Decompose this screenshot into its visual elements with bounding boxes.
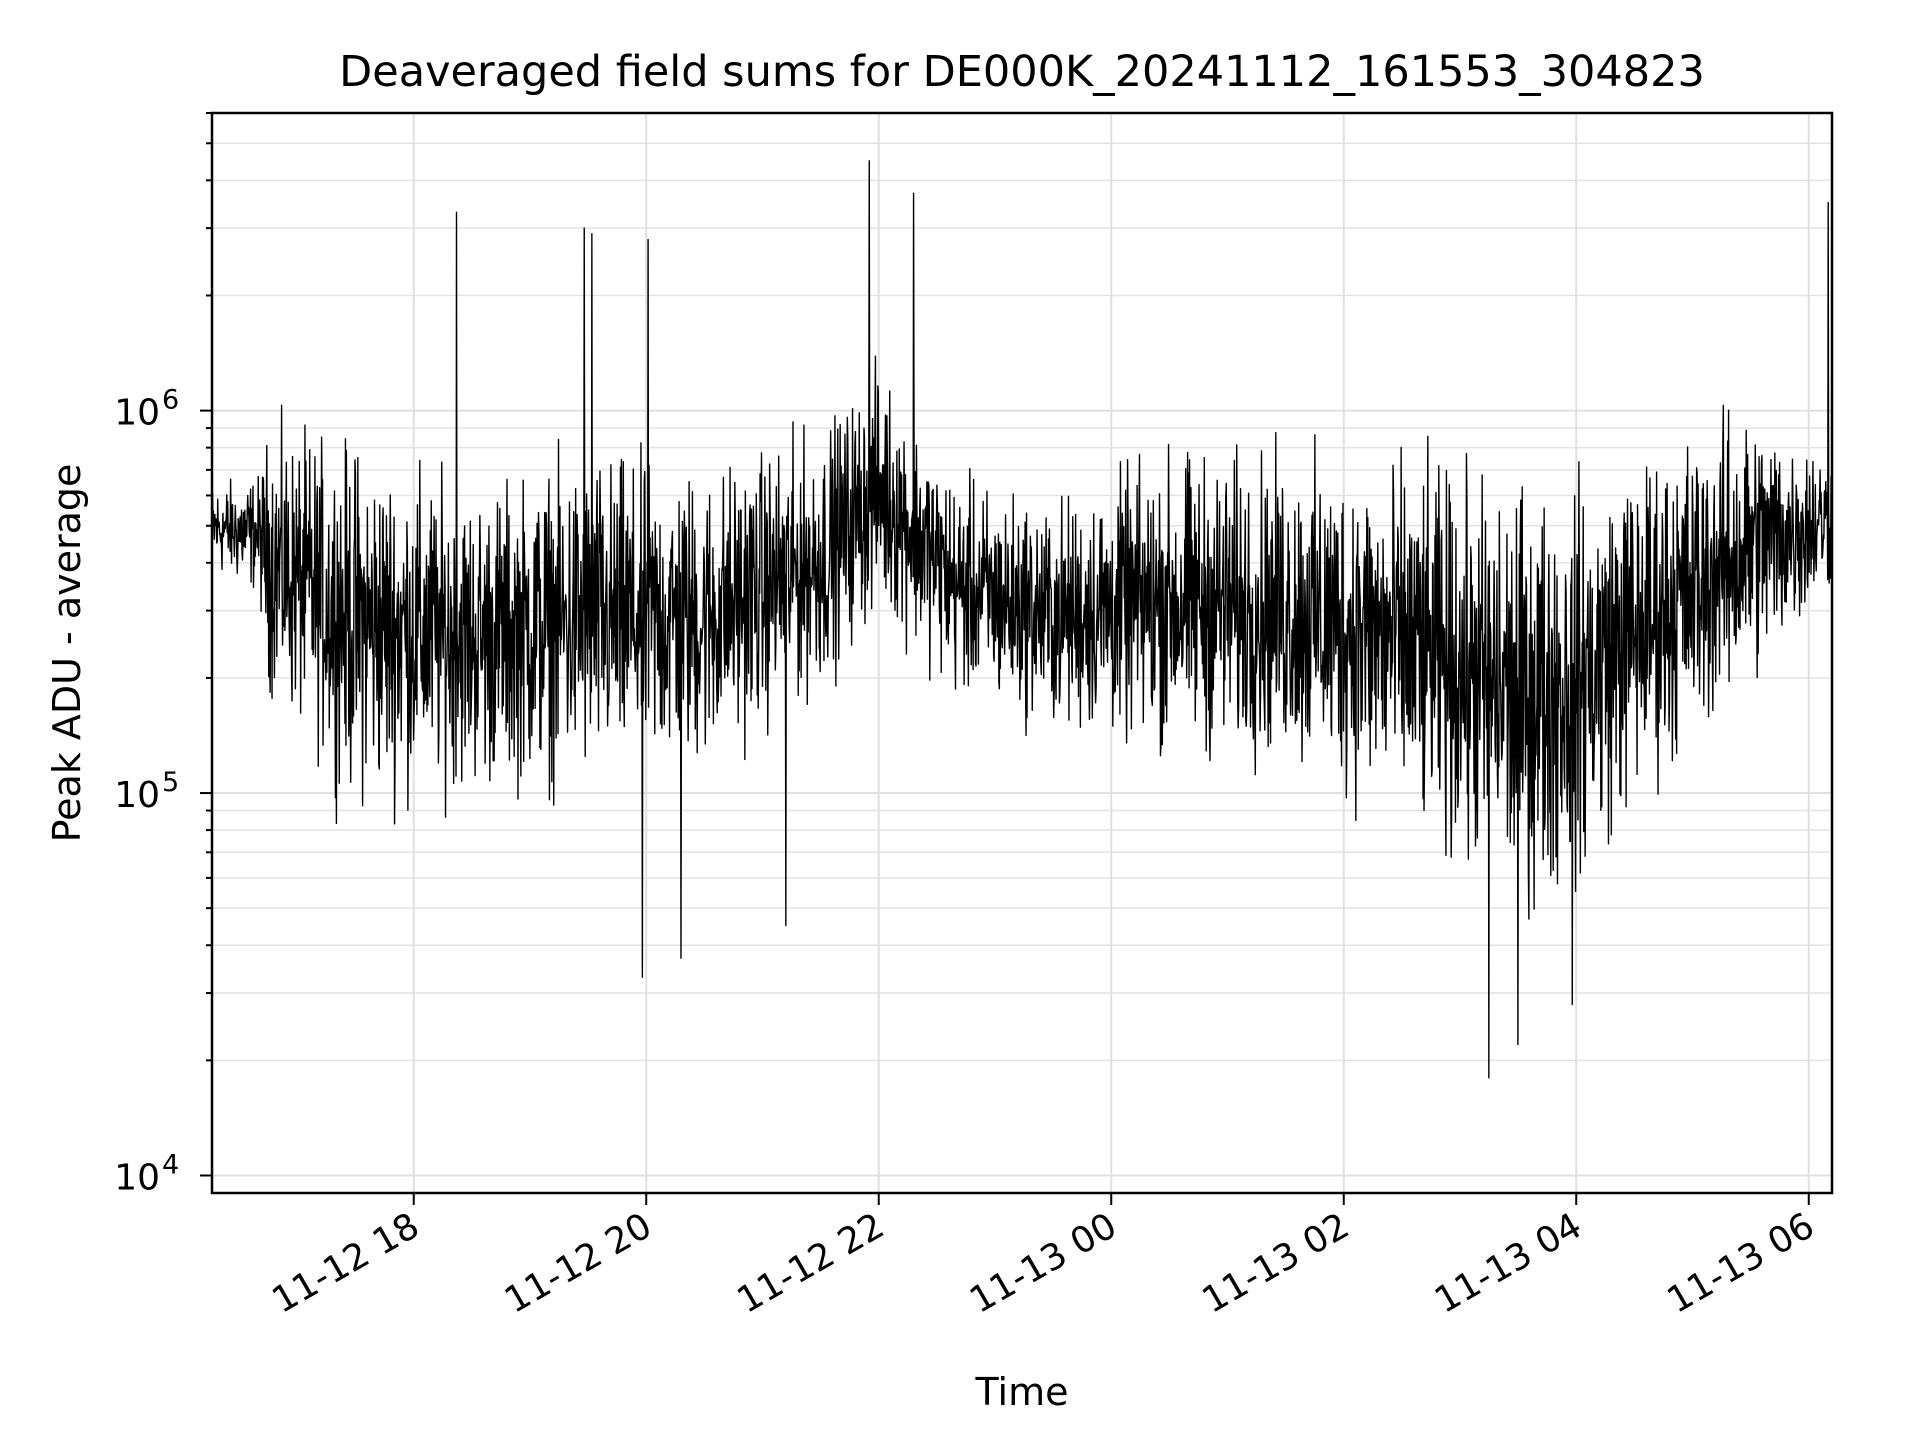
y-tick-label: 10 xyxy=(114,393,160,434)
y-tick-label-exponent: 4 xyxy=(162,1150,179,1181)
y-tick-label-exponent: 5 xyxy=(162,767,179,798)
plot-frame xyxy=(210,111,1834,1195)
series-line xyxy=(211,160,1833,1079)
x-tick-label: 11-13 04 xyxy=(1428,1205,1589,1321)
x-tick-label: 11-13 06 xyxy=(1661,1205,1822,1321)
x-tick-label: 11-12 18 xyxy=(266,1205,427,1321)
y-tick-label-exponent: 6 xyxy=(162,385,179,416)
x-axis-label: Time xyxy=(975,1370,1069,1414)
x-axis: 11-12 18 11-12 20 11-12 22 11-13 00 11-13 02… xyxy=(266,1193,1822,1322)
y-axis-label: Peak ADU - average xyxy=(45,464,89,843)
y-tick-label: 10 xyxy=(114,775,160,816)
x-tick-label: 11-12 22 xyxy=(731,1205,892,1321)
chart-title: Deaveraged field sums for DE000K_2024111… xyxy=(339,47,1705,97)
x-tick-label: 11-12 20 xyxy=(498,1205,659,1321)
x-tick-label: 11-13 00 xyxy=(963,1205,1124,1321)
x-tick-label: 11-13 02 xyxy=(1196,1205,1357,1321)
y-tick-label: 10 xyxy=(114,1158,160,1199)
series xyxy=(211,160,1833,1079)
